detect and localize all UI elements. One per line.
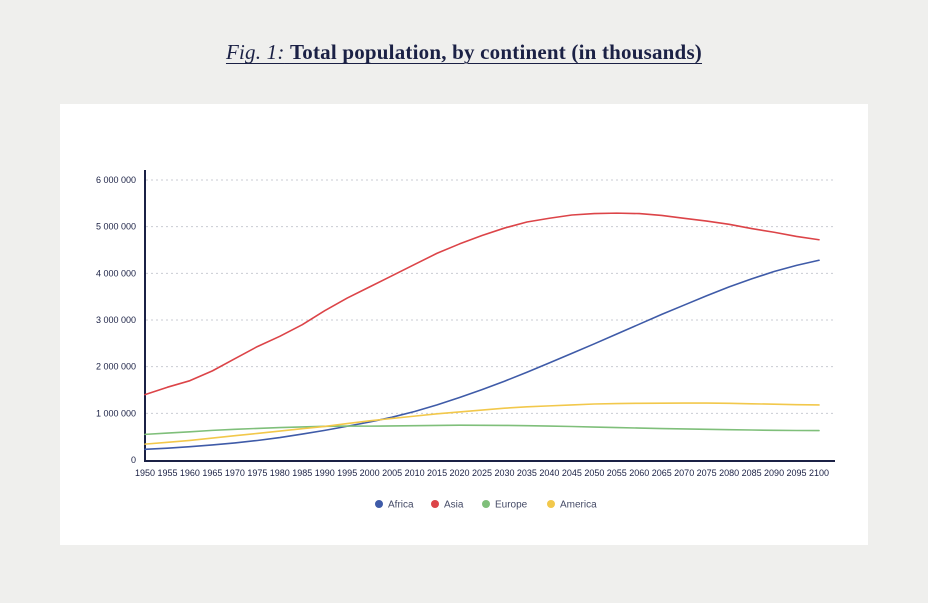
x-tick-label: 2050	[584, 468, 604, 478]
x-tick-label: 2035	[517, 468, 537, 478]
x-tick-label: 2025	[472, 468, 492, 478]
legend-label: Europe	[495, 500, 528, 511]
series-line-europe	[144, 424, 820, 436]
x-tick-label: 2070	[674, 468, 694, 478]
population-line-chart: 0 1 000 000 2 000 000 3 000 000 4 000 000 5 0…	[96, 170, 835, 511]
legend-marker	[375, 500, 383, 508]
series-line-africa	[144, 259, 820, 451]
figure-title: Fig. 1: Total population, by continent (…	[0, 40, 928, 65]
legend-label: Africa	[388, 500, 414, 511]
y-tick-label: 4 000 000	[96, 268, 136, 278]
legend-label: America	[560, 500, 597, 511]
x-tick-label: 1960	[180, 468, 200, 478]
y-tick-label: 0	[131, 455, 136, 465]
series-lines	[144, 212, 820, 451]
grid-lines	[146, 179, 835, 414]
legend-item-europe: Europe	[482, 500, 528, 511]
x-tick-label: 2005	[382, 468, 402, 478]
figure-prefix: Fig. 1:	[225, 40, 285, 64]
x-tick-label: 1995	[337, 468, 357, 478]
legend-marker	[431, 500, 439, 508]
x-tick-label: 2015	[427, 468, 447, 478]
x-tick-label: 2040	[539, 468, 559, 478]
legend-marker	[482, 500, 490, 508]
y-tick-label: 2 000 000	[96, 362, 136, 372]
x-tick-label: 1990	[315, 468, 335, 478]
x-tick-label: 1980	[270, 468, 290, 478]
y-axis: 0 1 000 000 2 000 000 3 000 000 4 000 000 5 0…	[96, 170, 146, 465]
y-tick-label: 6 000 000	[96, 175, 136, 185]
figure-title-text: Total population, by continent (in thous…	[289, 40, 703, 64]
x-tick-label: 2090	[764, 468, 784, 478]
legend: Africa Asia Europe America	[375, 500, 597, 511]
legend-item-america: America	[547, 500, 597, 511]
x-tick-label: 2100	[809, 468, 829, 478]
y-tick-label: 1 000 000	[96, 408, 136, 418]
x-tick-label: 2000	[360, 468, 380, 478]
x-tick-label: 2045	[562, 468, 582, 478]
legend-item-africa: Africa	[375, 500, 414, 511]
x-tick-label: 2055	[607, 468, 627, 478]
x-tick-label: 2065	[652, 468, 672, 478]
y-tick-label: 3 000 000	[96, 315, 136, 325]
legend-marker	[547, 500, 555, 508]
chart-card: 0 1 000 000 2 000 000 3 000 000 4 000 000 5 0…	[60, 104, 868, 545]
y-tick-label: 5 000 000	[96, 222, 136, 232]
series-line-america	[144, 402, 820, 445]
x-tick-label: 2080	[719, 468, 739, 478]
legend-item-asia: Asia	[431, 500, 464, 511]
x-tick-label: 2075	[697, 468, 717, 478]
series-line-asia	[144, 212, 820, 396]
x-tick-label: 2060	[629, 468, 649, 478]
x-tick-label: 2095	[787, 468, 807, 478]
x-tick-label: 2030	[494, 468, 514, 478]
x-tick-label: 2020	[450, 468, 470, 478]
x-tick-label: 2010	[405, 468, 425, 478]
legend-label: Asia	[444, 500, 464, 511]
x-tick-label: 1970	[225, 468, 245, 478]
x-axis: 1950 1955 1960 1965 1970 1975 1980 1985 1990 1995…	[135, 460, 835, 478]
x-tick-label: 1950	[135, 468, 155, 478]
x-tick-label: 1955	[157, 468, 177, 478]
x-tick-label: 1965	[202, 468, 222, 478]
x-tick-label: 2085	[742, 468, 762, 478]
x-tick-label: 1975	[247, 468, 267, 478]
x-tick-label: 1985	[292, 468, 312, 478]
